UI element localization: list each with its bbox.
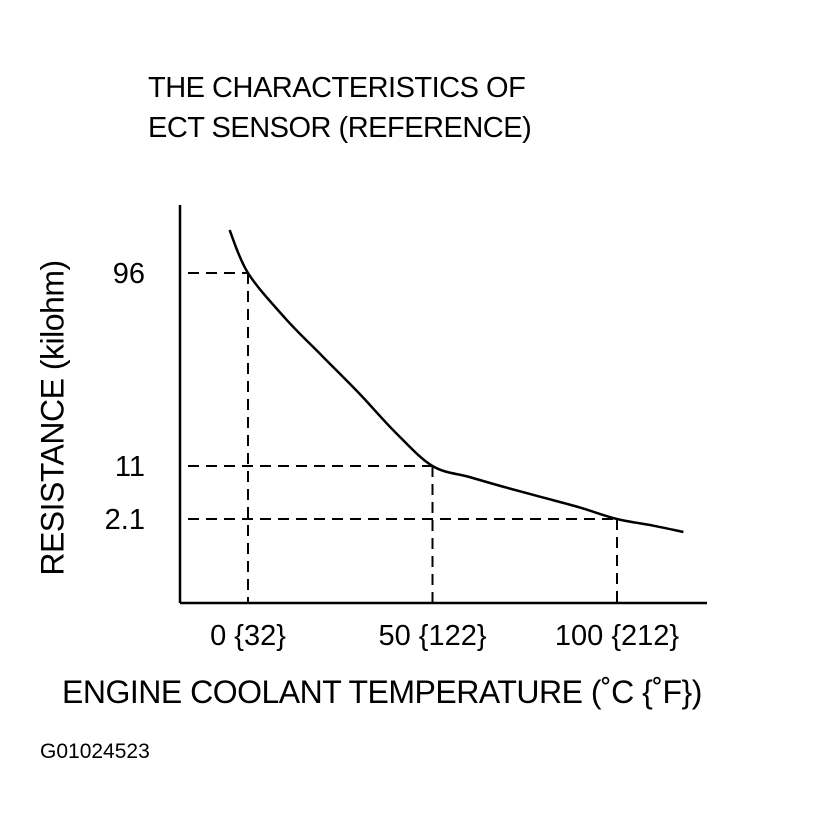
chart-title-line-2: ECT SENSOR (REFERENCE)	[148, 112, 532, 144]
y-tick-labels: 96 11 2.1	[105, 258, 145, 536]
reference-lines	[188, 272, 618, 603]
y-axis-label: RESISTANCE (kilohm)	[34, 260, 71, 576]
y-tick-label-0: 96	[113, 258, 145, 290]
chart-title-line-1: THE CHARACTERISTICS OF	[148, 72, 526, 104]
resistance-curve	[228, 229, 684, 534]
figure-id: G01024523	[40, 740, 150, 763]
x-axis-label: ENGINE COOLANT TEMPERATURE (˚C {˚F})	[62, 674, 702, 710]
x-tick-labels: 0 {32} 50 {122} 100 {212}	[210, 620, 679, 652]
chart-axes	[178, 205, 707, 605]
x-tick-label-0: 0 {32}	[210, 620, 286, 652]
x-tick-label-2: 100 {212}	[555, 620, 680, 652]
y-tick-label-2: 2.1	[105, 504, 145, 536]
y-tick-label-1: 11	[115, 451, 145, 483]
x-tick-label-1: 50 {122}	[378, 620, 486, 652]
